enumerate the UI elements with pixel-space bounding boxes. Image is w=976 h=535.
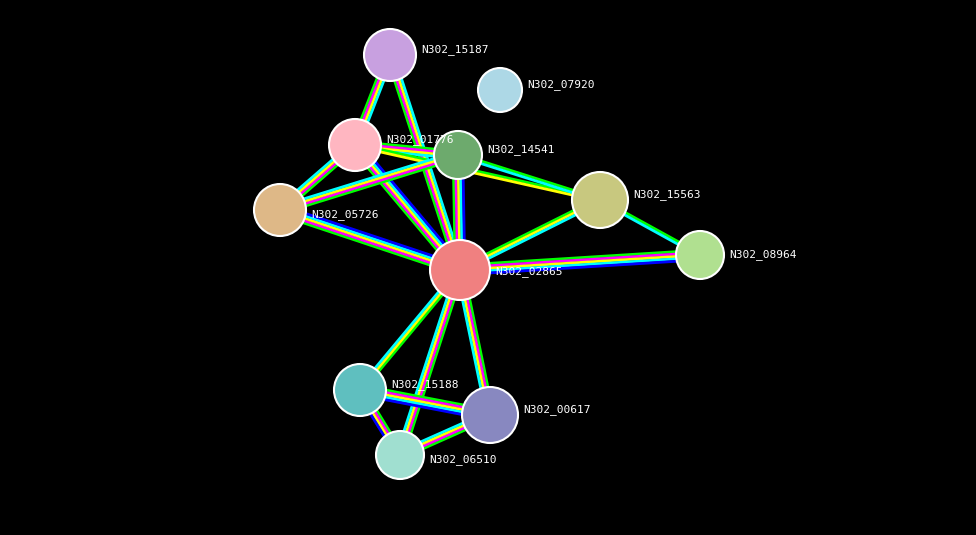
Circle shape (462, 387, 518, 443)
Circle shape (572, 172, 628, 228)
Circle shape (254, 184, 306, 236)
Circle shape (434, 131, 482, 179)
Text: N302_06510: N302_06510 (429, 455, 497, 465)
Text: N302_14541: N302_14541 (487, 144, 554, 156)
Circle shape (430, 240, 490, 300)
Circle shape (329, 119, 381, 171)
Circle shape (364, 29, 416, 81)
Text: N302_02865: N302_02865 (495, 266, 562, 278)
Circle shape (376, 431, 424, 479)
Text: N302_15188: N302_15188 (391, 379, 459, 391)
Text: N302_01776: N302_01776 (386, 134, 454, 146)
Text: N302_15563: N302_15563 (633, 189, 701, 201)
Text: N302_05726: N302_05726 (311, 210, 379, 220)
Circle shape (334, 364, 386, 416)
Circle shape (478, 68, 522, 112)
Text: N302_15187: N302_15187 (421, 44, 489, 56)
Text: N302_08964: N302_08964 (729, 249, 796, 261)
Text: N302_07920: N302_07920 (527, 80, 594, 90)
Circle shape (676, 231, 724, 279)
Text: N302_00617: N302_00617 (523, 404, 590, 416)
